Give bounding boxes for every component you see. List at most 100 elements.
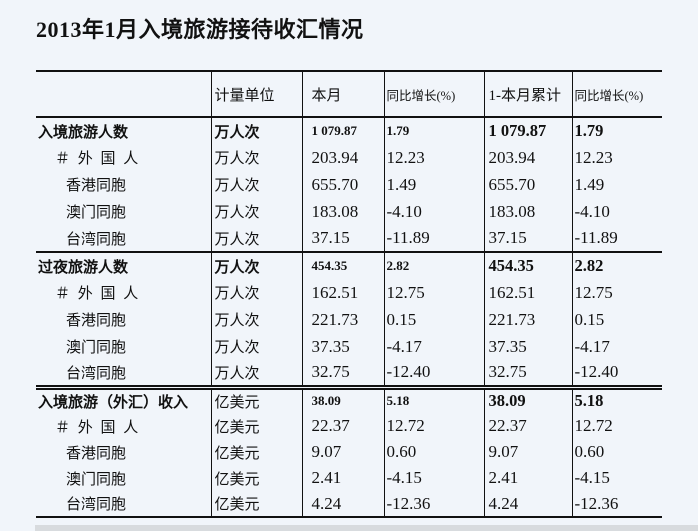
yoy-value: -4.15 bbox=[383, 465, 484, 491]
row-label: ＃ 外 国 人 bbox=[55, 419, 141, 436]
cumulative-value: 2.41 bbox=[483, 465, 572, 491]
cumulative-yoy-value: -4.10 bbox=[571, 198, 662, 225]
cumulative-yoy-value: 12.23 bbox=[571, 144, 662, 171]
row-label: 台湾同胞 bbox=[66, 231, 127, 248]
cumulative-yoy-value: 12.72 bbox=[571, 413, 662, 439]
row-label: 台湾同胞 bbox=[66, 497, 127, 513]
unit-cell: 亿美元 bbox=[210, 465, 302, 491]
table-row: 香港同胞 亿美元 9.07 0.60 9.07 0.60 bbox=[36, 439, 662, 465]
table-row: ＃ 外 国 人亿美元 22.37 12.72 22.37 12.72 bbox=[36, 413, 662, 439]
cumulative-yoy-value: 1.79 bbox=[571, 117, 662, 144]
cumulative-yoy-value: 12.75 bbox=[571, 279, 662, 306]
unit-cell: 万人次 bbox=[210, 117, 302, 144]
cumulative-value: 655.70 bbox=[483, 171, 572, 198]
month-value: 9.07 bbox=[301, 439, 384, 465]
unit-cell: 万人次 bbox=[210, 333, 302, 360]
month-value: 37.35 bbox=[301, 333, 384, 360]
unit-cell: 万人次 bbox=[210, 225, 302, 252]
table-row: 入境旅游（外汇）收入 亿美元 38.09 5.18 38.09 5.18 bbox=[36, 387, 662, 413]
month-value: 203.94 bbox=[301, 144, 384, 171]
column-header-unit: 计量单位 bbox=[210, 71, 302, 118]
month-value: 2.41 bbox=[301, 465, 384, 491]
cumulative-value: 32.75 bbox=[483, 360, 572, 387]
row-label: 入境旅游人数 bbox=[38, 124, 129, 141]
yoy-value: 12.23 bbox=[383, 144, 484, 171]
table-row: 香港同胞 万人次 221.73 0.15 221.73 0.15 bbox=[36, 306, 662, 333]
table-row: ＃ 外 国 人万人次 162.51 12.75 162.51 12.75 bbox=[36, 279, 662, 306]
unit-cell: 万人次 bbox=[210, 360, 302, 387]
cumulative-value: 1 079.87 bbox=[483, 117, 572, 144]
table-row: 台湾同胞 亿美元 4.24 -12.36 4.24 -12.36 bbox=[36, 491, 662, 517]
yoy-value: 5.18 bbox=[383, 387, 484, 413]
month-value: 655.70 bbox=[301, 171, 384, 198]
table-row: 过夜旅游人数 万人次 454.35 2.82 454.35 2.82 bbox=[36, 252, 662, 279]
column-header-yoy: 同比增长(%) bbox=[383, 71, 484, 118]
yoy-value: 12.75 bbox=[383, 279, 484, 306]
month-value: 38.09 bbox=[301, 387, 384, 413]
statistics-table: 计量单位 本月 同比增长(%) 1-本月累计 同比增长(%) 入境旅游人数 万人次… bbox=[36, 70, 662, 518]
unit-cell: 亿美元 bbox=[210, 413, 302, 439]
cumulative-yoy-value: -11.89 bbox=[571, 225, 662, 252]
column-header-month: 本月 bbox=[301, 71, 384, 118]
month-value: 1 079.87 bbox=[301, 117, 384, 144]
row-label: 香港同胞 bbox=[66, 313, 127, 329]
column-header-cumulative: 1-本月累计 bbox=[483, 71, 572, 118]
row-label: 澳门同胞 bbox=[66, 205, 127, 221]
yoy-value: 1.49 bbox=[383, 171, 484, 198]
cumulative-value: 9.07 bbox=[483, 439, 572, 465]
row-label: 香港同胞 bbox=[66, 445, 127, 462]
unit-cell: 万人次 bbox=[210, 252, 302, 279]
unit-cell: 亿美元 bbox=[210, 491, 302, 517]
row-label: ＃ 外 国 人 bbox=[55, 151, 141, 167]
yoy-value: 2.82 bbox=[383, 252, 484, 279]
unit-cell: 万人次 bbox=[210, 279, 302, 306]
page-title: 2013年1月入境旅游接待收汇情况 bbox=[36, 17, 364, 42]
yoy-value: -4.17 bbox=[383, 333, 484, 360]
row-label: ＃ 外 国 人 bbox=[55, 286, 141, 302]
table-row: 台湾同胞 万人次 37.15 -11.89 37.15 -11.89 bbox=[36, 225, 662, 252]
table-row: 澳门同胞 万人次 183.08 -4.10 183.08 -4.10 bbox=[36, 198, 662, 225]
month-value: 37.15 bbox=[301, 225, 384, 252]
row-label: 入境旅游（外汇）收入 bbox=[38, 394, 189, 411]
cumulative-yoy-value: -12.40 bbox=[571, 360, 662, 387]
cumulative-yoy-value: 1.49 bbox=[571, 171, 662, 198]
cumulative-yoy-value: 5.18 bbox=[571, 387, 662, 413]
unit-cell: 万人次 bbox=[210, 171, 302, 198]
cumulative-value: 37.35 bbox=[483, 333, 572, 360]
table-row: 澳门同胞 万人次 37.35 -4.17 37.35 -4.17 bbox=[36, 333, 662, 360]
cumulative-value: 22.37 bbox=[483, 413, 572, 439]
month-value: 22.37 bbox=[301, 413, 384, 439]
cumulative-yoy-value: -4.17 bbox=[571, 333, 662, 360]
column-header-cumulative-yoy: 同比增长(%) bbox=[571, 71, 662, 118]
unit-cell: 万人次 bbox=[210, 144, 302, 171]
cumulative-value: 203.94 bbox=[483, 144, 572, 171]
row-label: 澳门同胞 bbox=[66, 340, 127, 356]
table-row: 香港同胞 万人次 655.70 1.49 655.70 1.49 bbox=[36, 171, 662, 198]
month-value: 221.73 bbox=[301, 306, 384, 333]
table-row: 入境旅游人数 万人次 1 079.87 1.79 1 079.87 1.79 bbox=[36, 117, 662, 144]
unit-cell: 亿美元 bbox=[210, 439, 302, 465]
table-row: 澳门同胞 亿美元 2.41 -4.15 2.41 -4.15 bbox=[36, 465, 662, 491]
cumulative-yoy-value: 2.82 bbox=[571, 252, 662, 279]
cumulative-yoy-value: 0.15 bbox=[571, 306, 662, 333]
bottom-edge-strip bbox=[35, 525, 698, 531]
unit-cell: 万人次 bbox=[210, 306, 302, 333]
yoy-value: -11.89 bbox=[383, 225, 484, 252]
month-value: 162.51 bbox=[301, 279, 384, 306]
cumulative-value: 4.24 bbox=[483, 491, 572, 517]
table-body: 入境旅游人数 万人次 1 079.87 1.79 1 079.87 1.79 ＃ 外 国 人… bbox=[36, 117, 662, 517]
yoy-value: 0.15 bbox=[383, 306, 484, 333]
yoy-value: 1.79 bbox=[383, 117, 484, 144]
cumulative-value: 37.15 bbox=[483, 225, 572, 252]
cumulative-yoy-value: -12.36 bbox=[571, 491, 662, 517]
cumulative-value: 162.51 bbox=[483, 279, 572, 306]
month-value: 4.24 bbox=[301, 491, 384, 517]
month-value: 454.35 bbox=[301, 252, 384, 279]
yoy-value: -12.40 bbox=[383, 360, 484, 387]
cumulative-value: 454.35 bbox=[483, 252, 572, 279]
yoy-value: -12.36 bbox=[383, 491, 484, 517]
cumulative-yoy-value: 0.60 bbox=[571, 439, 662, 465]
row-label: 过夜旅游人数 bbox=[38, 259, 129, 276]
cumulative-value: 183.08 bbox=[483, 198, 572, 225]
